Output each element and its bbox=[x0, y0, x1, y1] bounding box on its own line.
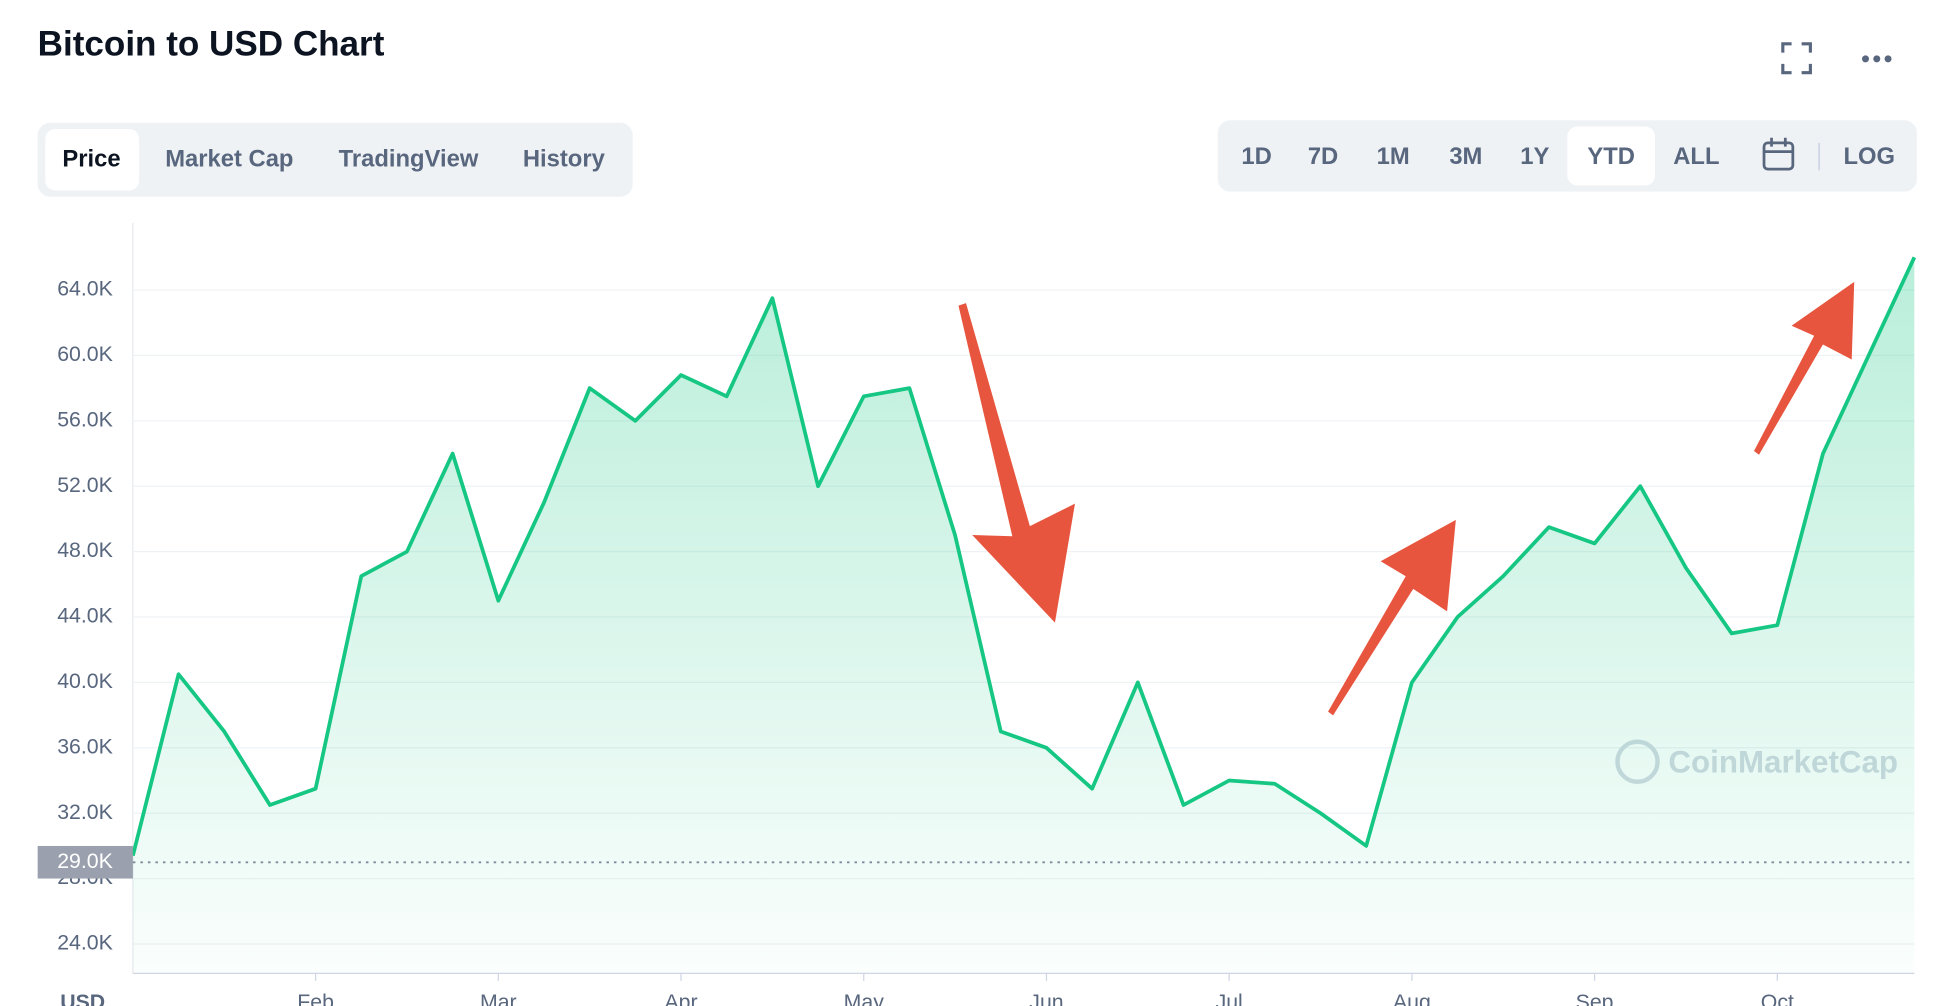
more-icon[interactable] bbox=[1861, 55, 1892, 63]
range-button[interactable]: YTD bbox=[1587, 143, 1635, 170]
y-tick-label: 56.0K bbox=[57, 407, 113, 431]
tab[interactable]: Market Cap bbox=[165, 146, 293, 173]
x-tick-label: Jun bbox=[1029, 990, 1063, 1006]
y-tick-label: 40.0K bbox=[57, 669, 113, 693]
y-tick-label: 36.0K bbox=[57, 734, 113, 758]
range-button[interactable]: 1D bbox=[1241, 143, 1271, 170]
currency-label: USD bbox=[60, 990, 105, 1006]
range-button[interactable]: 1Y bbox=[1520, 143, 1549, 170]
price-line bbox=[131, 256, 1917, 857]
current-price-label: 29.0K bbox=[57, 849, 113, 873]
y-tick-label: 24.0K bbox=[57, 931, 113, 955]
x-tick-label: Jul bbox=[1216, 990, 1243, 1006]
x-tick-label: Sep bbox=[1576, 990, 1614, 1006]
area bbox=[132, 257, 1915, 974]
arrow-down bbox=[958, 303, 1075, 623]
x-tick-label: Apr bbox=[664, 990, 697, 1006]
y-tick-label: 44.0K bbox=[57, 604, 113, 628]
tab[interactable]: History bbox=[523, 146, 606, 173]
tab[interactable]: Price bbox=[62, 146, 120, 173]
range-button[interactable]: ALL bbox=[1673, 143, 1719, 170]
arrow-up bbox=[1754, 281, 1855, 455]
x-tick-label: Aug bbox=[1393, 990, 1431, 1006]
y-tick-label: 64.0K bbox=[57, 277, 113, 301]
y-tick-label: 52.0K bbox=[57, 473, 113, 497]
range-button[interactable]: 7D bbox=[1308, 143, 1338, 170]
active-range-bg bbox=[1567, 126, 1656, 186]
y-tick-label: 32.0K bbox=[57, 800, 113, 824]
fullscreen-icon[interactable] bbox=[1781, 42, 1812, 75]
arrow-up bbox=[1328, 519, 1456, 716]
tab-group bbox=[37, 122, 633, 197]
calendar-icon[interactable] bbox=[1762, 137, 1795, 171]
range-button[interactable]: 1M bbox=[1377, 143, 1410, 170]
current-price-bg bbox=[37, 845, 133, 879]
y-tick-label: 60.0K bbox=[57, 342, 113, 366]
log-button[interactable]: LOG bbox=[1843, 143, 1895, 170]
x-tick-label: May bbox=[844, 990, 885, 1006]
y-tick-label: 48.0K bbox=[57, 538, 113, 562]
x-tick-label: Feb bbox=[297, 990, 334, 1006]
title: Bitcoin to USD Chart bbox=[38, 25, 385, 64]
range-button[interactable]: 3M bbox=[1449, 143, 1482, 170]
x-tick-label: Mar bbox=[480, 990, 517, 1006]
active-tab-bg bbox=[45, 129, 140, 191]
tab[interactable]: TradingView bbox=[339, 146, 479, 173]
x-tick-label: Oct bbox=[1761, 990, 1794, 1006]
